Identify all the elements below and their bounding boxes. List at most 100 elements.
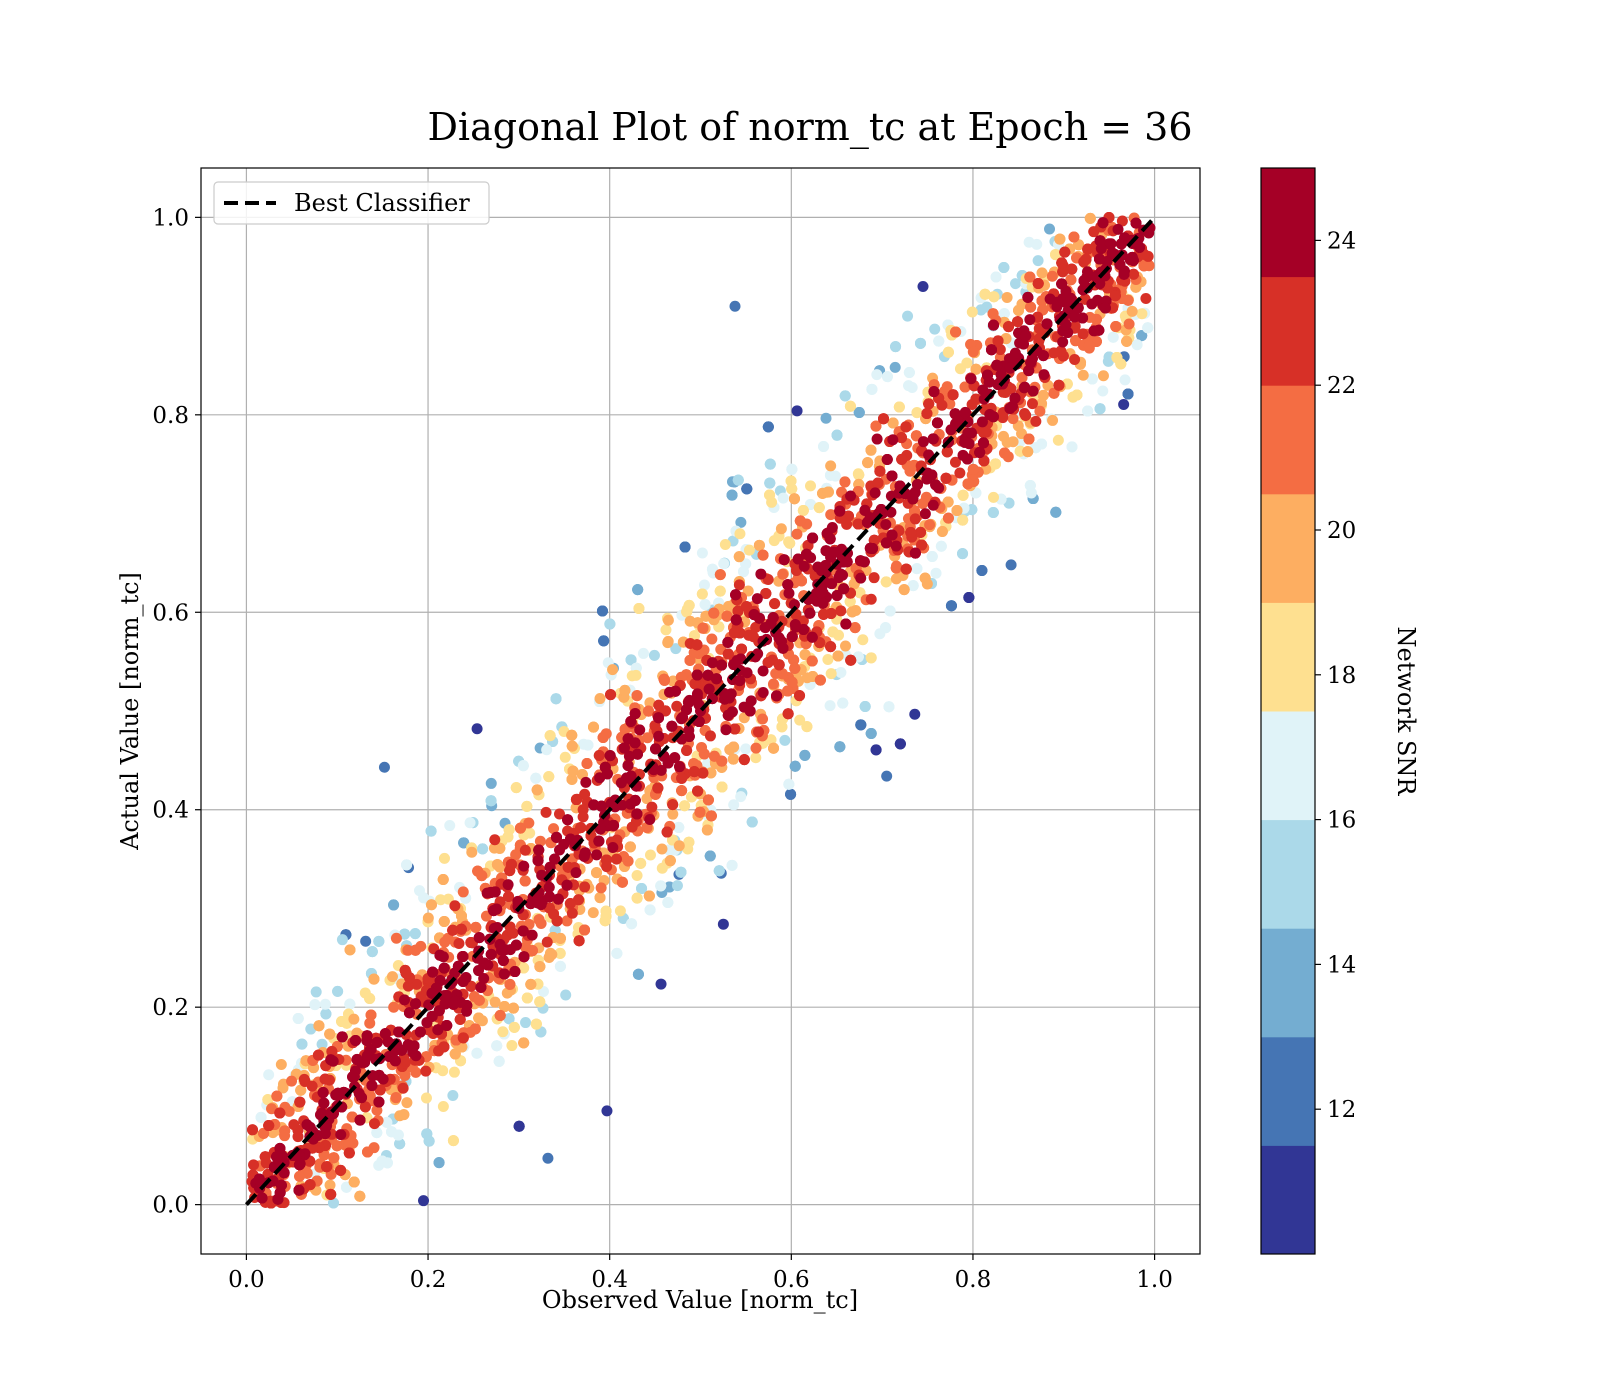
scatter-point xyxy=(1102,355,1114,367)
scatter-point xyxy=(607,841,619,853)
scatter-point xyxy=(554,947,566,959)
scatter-point xyxy=(880,518,892,530)
scatter-point xyxy=(911,563,923,575)
scatter-point xyxy=(692,785,704,797)
scatter-point xyxy=(518,1037,530,1049)
scatter-point xyxy=(706,657,718,669)
scatter-point xyxy=(814,674,826,686)
scatter-point xyxy=(368,973,380,985)
scatter-point xyxy=(1044,223,1056,235)
scatter-point xyxy=(629,794,641,806)
scatter-point xyxy=(757,713,769,725)
scatter-point xyxy=(438,915,450,927)
scatter-point xyxy=(368,1118,380,1130)
scatter-point xyxy=(1140,292,1152,304)
scatter-point xyxy=(491,903,503,915)
scatter-point xyxy=(985,344,997,356)
scatter-point xyxy=(967,463,979,475)
scatter-point xyxy=(857,634,869,646)
scatter-point xyxy=(1078,275,1090,287)
scatter-point xyxy=(611,947,623,959)
scatter-point xyxy=(705,767,717,779)
scatter-point xyxy=(447,1090,459,1102)
scatter-point xyxy=(1054,233,1066,245)
scatter-point xyxy=(855,572,867,584)
scatter-point xyxy=(381,1157,393,1169)
scatter-point xyxy=(825,460,837,472)
scatter-point xyxy=(887,434,899,446)
scatter-point xyxy=(805,552,817,564)
scatter-point xyxy=(950,326,962,338)
scatter-point xyxy=(720,724,732,736)
scatter-point xyxy=(732,474,744,486)
scatter-point xyxy=(717,918,729,930)
scatter-point xyxy=(381,1116,393,1128)
scatter-point xyxy=(930,479,942,491)
scatter-point xyxy=(255,1111,267,1123)
scatter-point xyxy=(977,437,989,449)
scatter-point xyxy=(340,1181,352,1193)
scatter-point xyxy=(494,842,506,854)
scatter-point xyxy=(1027,385,1039,397)
scatter-point xyxy=(1023,365,1035,377)
scatter-point xyxy=(530,772,542,784)
scatter-point xyxy=(854,587,866,599)
scatter-point xyxy=(473,1012,485,1024)
scatter-point xyxy=(779,734,791,746)
scatter-point xyxy=(447,1135,459,1147)
scatter-point xyxy=(975,304,987,316)
scatter-point xyxy=(951,504,963,516)
scatter-point xyxy=(954,467,966,479)
scatter-point xyxy=(530,1018,542,1030)
scatter-point xyxy=(965,427,977,439)
scatter-point xyxy=(681,744,693,756)
scatter-point xyxy=(789,760,801,772)
scatter-point xyxy=(1131,339,1143,351)
scatter-point xyxy=(807,532,819,544)
scatter-point xyxy=(716,781,728,793)
scatter-point xyxy=(691,639,703,651)
scatter-point xyxy=(1034,405,1046,417)
scatter-point xyxy=(949,408,961,420)
scatter-point xyxy=(1123,318,1135,330)
scatter-point xyxy=(959,381,971,393)
scatter-point xyxy=(835,568,847,580)
scatter-point xyxy=(664,855,676,867)
scatter-point xyxy=(626,670,638,682)
scatter-point xyxy=(783,587,795,599)
scatter-point xyxy=(573,935,585,947)
scatter-point xyxy=(312,1049,324,1061)
scatter-point xyxy=(634,724,646,736)
scatter-point xyxy=(730,614,742,626)
scatter-point xyxy=(878,413,890,425)
scatter-point xyxy=(354,1114,366,1126)
scatter-point xyxy=(679,541,691,553)
scatter-point xyxy=(600,905,612,917)
scatter-point xyxy=(641,793,653,805)
scatter-point xyxy=(1026,398,1038,410)
scatter-point xyxy=(957,514,969,526)
scatter-point xyxy=(896,453,908,465)
scatter-point xyxy=(313,1020,325,1032)
scatter-point xyxy=(696,741,708,753)
scatter-point xyxy=(923,398,935,410)
scatter-point xyxy=(455,910,467,922)
scatter-point xyxy=(444,820,456,832)
scatter-point xyxy=(631,870,643,882)
scatter-point xyxy=(822,654,834,666)
scatter-point xyxy=(837,697,849,709)
scatter-point xyxy=(489,996,501,1008)
scatter-point xyxy=(1002,451,1014,463)
scatter-point xyxy=(533,844,545,856)
scatter-point xyxy=(704,850,716,862)
scatter-point xyxy=(292,1012,304,1024)
scatter-point xyxy=(1094,403,1106,415)
scatter-point xyxy=(619,684,631,696)
scatter-point xyxy=(263,1069,275,1081)
scatter-point xyxy=(646,801,658,813)
scatter-point xyxy=(1115,358,1127,370)
scatter-point xyxy=(566,907,578,919)
scatter-point xyxy=(900,421,912,433)
scatter-point xyxy=(543,771,555,783)
scatter-point xyxy=(256,1192,268,1204)
